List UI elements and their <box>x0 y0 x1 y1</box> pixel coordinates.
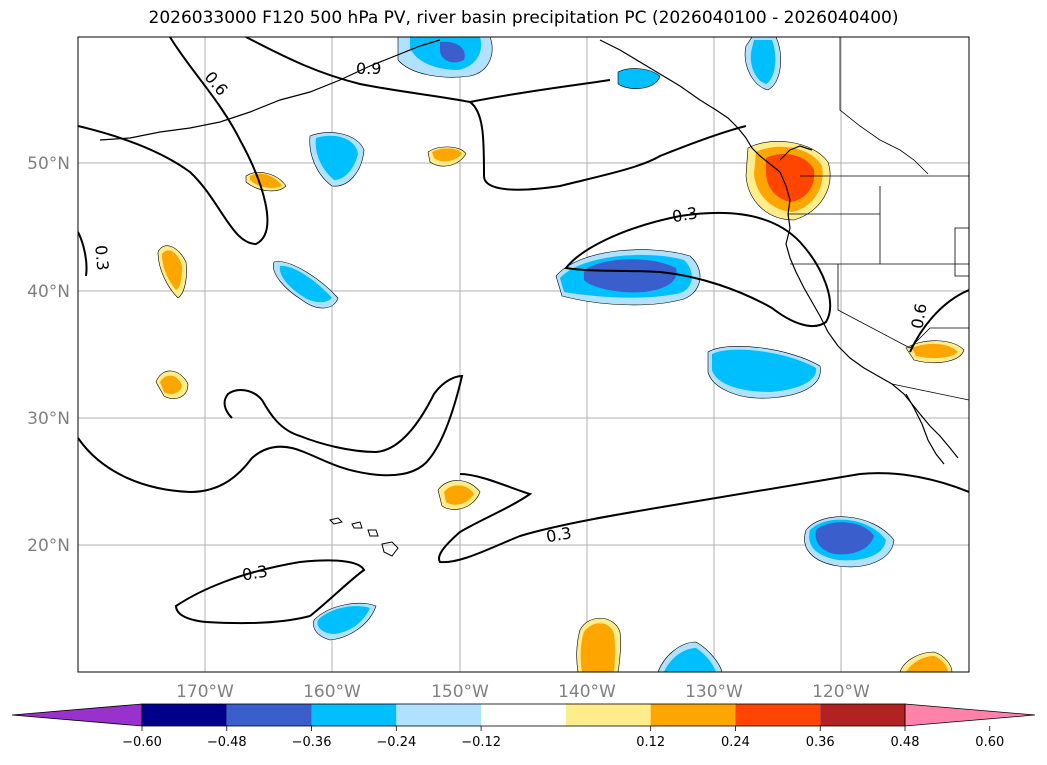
colorbar-tick-label: 0.24 <box>721 735 750 750</box>
pv-contour-0.3-west <box>78 231 88 277</box>
lat-label: 50°N <box>27 154 70 174</box>
lat-label: 40°N <box>27 282 70 302</box>
pv-contour-0.3-center <box>564 211 832 327</box>
positive-anomaly-region <box>580 623 615 672</box>
coastlines <box>99 39 959 465</box>
colorbar-swatch <box>226 704 312 726</box>
pv-contour-0.3-south-loop <box>438 472 969 564</box>
map-title: 2026033000 F120 500 hPa PV, river basin … <box>148 8 899 28</box>
contour-label: 0.9 <box>356 59 381 78</box>
lon-label: 140°W <box>558 682 616 702</box>
lat-label: 20°N <box>27 536 70 556</box>
negative-anomaly-region <box>279 265 332 303</box>
canada-inner-coast <box>779 145 813 161</box>
political-boundaries <box>788 37 969 401</box>
colorbar-tick-label: 0.48 <box>891 735 920 750</box>
pv-contour-0.6-east-edge <box>909 289 969 353</box>
negative-anomaly-region <box>815 522 874 555</box>
longitude-labels: 170°W 160°W 150°W 140°W 130°W 120°W <box>176 682 870 702</box>
us-mexico-border <box>891 383 969 401</box>
pv-contours <box>78 37 969 625</box>
colorbar-swatch <box>735 704 821 726</box>
lat-label: 30°N <box>27 409 70 429</box>
alaska-canada-border <box>839 37 929 175</box>
positive-anomaly-region <box>160 375 182 394</box>
colorbar-swatch <box>565 704 651 726</box>
graticule <box>78 37 969 672</box>
map-frame <box>77 36 970 673</box>
colorbar-swatch <box>650 704 736 726</box>
positive-anomaly-region <box>444 485 474 505</box>
lon-label: 170°W <box>176 682 234 702</box>
contour-label: 0.3 <box>671 203 699 226</box>
hawaiian-islands <box>329 517 399 557</box>
negative-anomaly-region <box>315 135 358 180</box>
positive-anomaly-region <box>906 656 948 672</box>
negative-anomaly-region <box>584 259 677 293</box>
colorbar-extend-high <box>904 703 1036 727</box>
state-border <box>909 327 969 349</box>
colorbar-swatch <box>142 704 227 726</box>
lon-label: 160°W <box>303 682 361 702</box>
negative-anomaly-region <box>317 606 370 634</box>
contour-label: 0.3 <box>241 561 269 584</box>
contour-label: 0.3 <box>91 244 112 271</box>
state-border <box>954 227 969 277</box>
colorbar-outline <box>141 703 906 727</box>
colorbar-tick-label: −0.60 <box>122 735 162 750</box>
pv-contour-0.3-south <box>78 374 464 494</box>
lon-label: 150°W <box>431 682 489 702</box>
colorbar-tick-label: 0.60 <box>975 735 1004 750</box>
negative-anomaly-region <box>440 41 465 63</box>
pv-contour-0.9 <box>245 37 747 191</box>
colorbar: −0.60 −0.48 −0.36 −0.24 −0.12 0.12 0.24 0.36 0.4… <box>11 703 1036 750</box>
contour-label: 0.3 <box>545 523 573 546</box>
lon-label: 120°W <box>812 682 870 702</box>
colorbar-swatch <box>820 704 905 726</box>
colorbar-tick-label: −0.48 <box>207 735 247 750</box>
negative-anomaly-region <box>664 648 716 672</box>
pv-contour-0.6-east <box>469 79 611 103</box>
positive-anomaly-region <box>912 343 958 359</box>
alaska-aleutian-coast <box>99 39 441 141</box>
latitude-labels: 50°N 40°N 30°N 20°N <box>27 154 70 556</box>
colorbar-tick-label: −0.24 <box>376 735 416 750</box>
negative-anomaly-region <box>750 40 776 84</box>
contour-label: 0.6 <box>908 302 931 330</box>
colorbar-swatch <box>481 704 566 726</box>
negative-anomaly-region <box>712 349 817 392</box>
colorbar-swatch <box>396 704 482 726</box>
colorbar-swatch <box>311 704 397 726</box>
positive-anomaly-region <box>162 250 182 290</box>
lon-label: 130°W <box>685 682 743 702</box>
pv-contour-0.3-small <box>174 559 366 625</box>
pv-contour-0.6 <box>78 37 269 246</box>
colorbar-tick-label: −0.12 <box>461 735 501 750</box>
positive-anomaly-region <box>432 148 462 162</box>
negative-anomaly-region <box>617 68 661 89</box>
colorbar-tick-label: 0.36 <box>806 735 835 750</box>
colorbar-tick-label: −0.36 <box>292 735 332 750</box>
precip-shading <box>155 37 965 672</box>
colorbar-extend-low <box>11 703 143 727</box>
state-border <box>837 264 911 349</box>
map-content: 0.6 0.3 0.9 0.3 0.6 0.3 0.3 <box>78 37 969 672</box>
colorbar-tick-label: 0.12 <box>636 735 665 750</box>
west-coast-us <box>779 171 959 459</box>
baja-coast <box>905 393 945 465</box>
positive-anomaly-region <box>766 154 815 202</box>
gulf-of-alaska-coast <box>599 39 781 173</box>
